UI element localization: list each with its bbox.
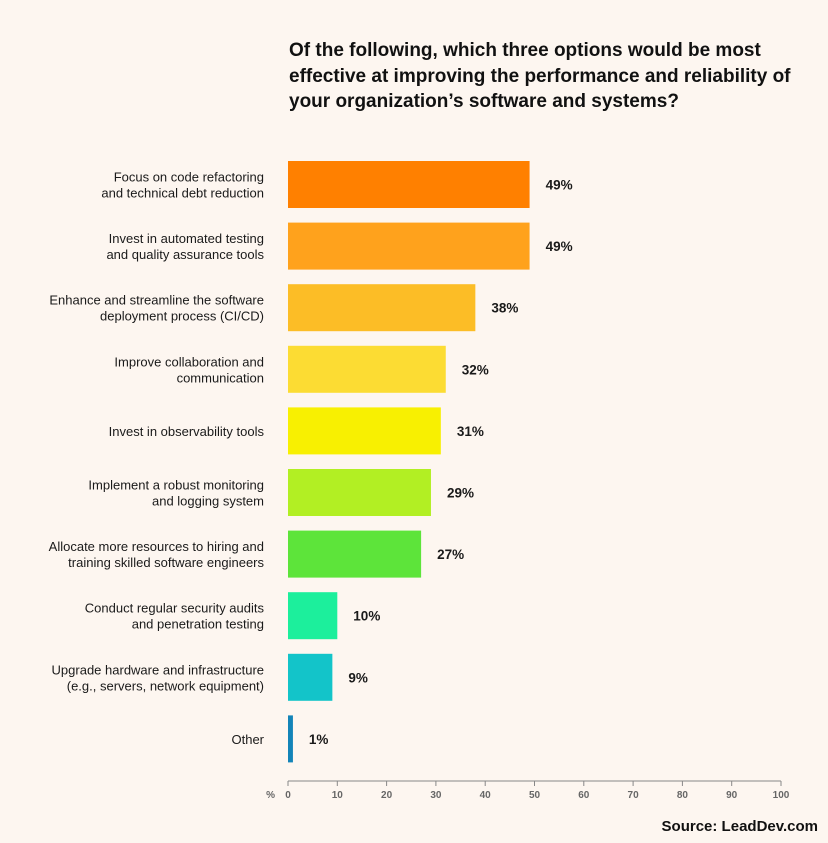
value-label-7: 10% — [353, 609, 380, 624]
bar-0 — [288, 161, 530, 208]
value-label-8: 9% — [348, 670, 368, 685]
chart-title: Of the following, which three options wo… — [289, 40, 791, 112]
bar-1 — [288, 222, 530, 270]
x-tick-label-50: 50 — [529, 790, 541, 801]
x-tick-label-70: 70 — [628, 790, 640, 801]
value-label-4: 31% — [457, 424, 484, 439]
category-label-2: Enhance and streamline the software deplo… — [49, 293, 264, 324]
value-label-6: 27% — [437, 547, 464, 562]
bar-7 — [288, 592, 338, 640]
x-tick-label-10: 10 — [332, 790, 344, 801]
x-tick-label-40: 40 — [480, 790, 492, 801]
value-label-3: 32% — [462, 362, 489, 377]
x-tick-label-80: 80 — [677, 790, 689, 801]
x-tick-label-30: 30 — [430, 790, 442, 801]
bar-8 — [288, 653, 333, 701]
bar-4 — [288, 407, 441, 455]
bar-9 — [288, 715, 293, 763]
bar-3 — [288, 345, 446, 393]
bar-5 — [288, 469, 431, 516]
value-label-2: 38% — [491, 301, 518, 316]
category-label-5: Implement a robust monitoring and logging… — [88, 478, 264, 509]
category-label-6: Allocate more resources to hiring and tra… — [49, 539, 265, 570]
x-tick-label-0: 0 — [285, 790, 291, 801]
category-label-8: Upgrade hardware and infrastructure (e.g.… — [52, 662, 264, 693]
source-credit: Source: LeadDev.com — [661, 818, 818, 835]
category-label-0: Focus on code refactoring and technical d… — [101, 170, 264, 201]
category-label-4: Invest in observability tools — [109, 424, 265, 439]
bar-2 — [288, 284, 476, 332]
category-label-3: Improve collaboration and communication — [114, 354, 264, 385]
category-label-1: Invest in automated testing and quality a… — [106, 231, 264, 262]
value-label-0: 49% — [546, 178, 573, 193]
value-label-1: 49% — [546, 239, 573, 254]
category-label-9: Other — [231, 732, 264, 747]
x-tick-label-90: 90 — [726, 790, 738, 801]
value-label-9: 1% — [309, 732, 329, 747]
bar-6 — [288, 530, 422, 578]
x-axis-label: % — [266, 790, 275, 801]
category-label-7: Conduct regular security audits and penet… — [85, 601, 265, 632]
x-tick-label-60: 60 — [578, 790, 590, 801]
x-tick-label-100: 100 — [773, 790, 790, 801]
x-tick-label-20: 20 — [381, 790, 393, 801]
value-label-5: 29% — [447, 486, 474, 501]
